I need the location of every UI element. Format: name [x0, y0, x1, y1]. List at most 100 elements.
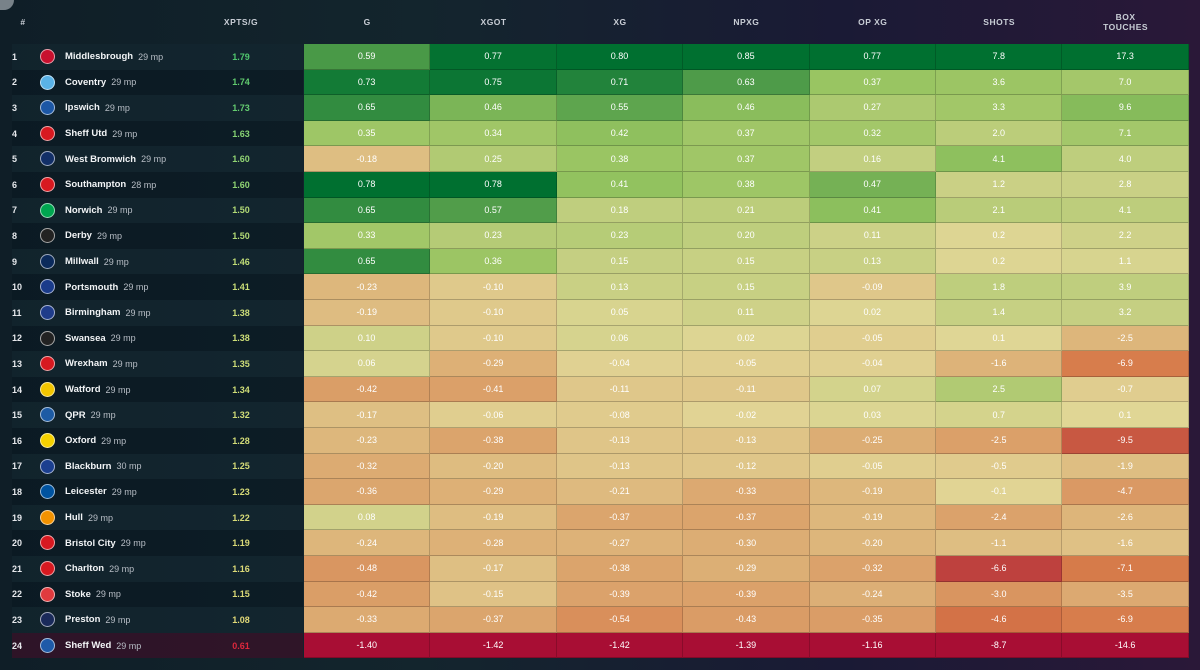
- heat-cell-g: 0.65: [304, 197, 431, 224]
- heat-cell-op-xg: -0.25: [809, 428, 936, 454]
- corner-decoration: [0, 0, 14, 10]
- team-name: Millwall 29 mp: [65, 249, 129, 275]
- heat-cell-op-xg: 0.47: [809, 172, 936, 198]
- column-header-op-xg: OP XG: [858, 17, 888, 27]
- table-row: 20 Bristol City 29 mp 1.19 -0.24 -0.28 -0.27 -0…: [0, 530, 1200, 556]
- xpts-value: 1.22: [232, 512, 250, 523]
- team-name: Swansea 29 mp: [65, 326, 136, 352]
- xpts-value: 1.34: [232, 384, 250, 395]
- team-crest-icon: [40, 484, 55, 500]
- matches-played: 28 mp: [131, 179, 157, 190]
- team-label: Blackburn: [65, 460, 112, 472]
- heat-cell-shots: 3.6: [936, 69, 1063, 96]
- column-header-xg: XG: [613, 17, 627, 27]
- xpts-value: 1.74: [232, 77, 250, 88]
- heat-cell-box-touches: 2.2: [1062, 223, 1189, 249]
- heat-cell-xg: 0.55: [556, 95, 684, 121]
- heat-cell-box-touches: -6.9: [1062, 607, 1189, 633]
- heat-cell-npxg: -0.29: [683, 556, 810, 582]
- row-background: [12, 453, 303, 480]
- heat-cell-npxg: -0.11: [683, 376, 810, 403]
- team-name: Derby 29 mp: [65, 223, 122, 249]
- team-crest-icon: [40, 586, 55, 602]
- heat-cell-box-touches: -1.9: [1062, 453, 1189, 480]
- heat-cell-xgot: -0.38: [430, 428, 557, 454]
- row-background: [12, 223, 303, 249]
- heat-cell-g: 0.35: [304, 120, 431, 147]
- heat-cell-xg: 0.13: [556, 274, 684, 300]
- heat-cell-xgot: -0.29: [430, 479, 557, 505]
- rank-cell: 8: [12, 230, 18, 241]
- heat-cell-xg: -0.08: [556, 402, 684, 428]
- heat-cell-npxg: 0.46: [683, 95, 810, 121]
- table-row: 23 Preston 29 mp 1.08 -0.33 -0.37 -0.54 -0.43 -0…: [0, 607, 1200, 633]
- heat-cell-g: -0.36: [304, 479, 431, 505]
- rank-header: #: [20, 17, 26, 27]
- xpts-value: 1.46: [232, 256, 250, 267]
- team-label: Stoke: [65, 588, 91, 600]
- heat-cell-op-xg: -0.09: [809, 274, 936, 300]
- heat-cell-xgot: 0.75: [430, 69, 557, 96]
- heat-cell-shots: 2.5: [936, 376, 1063, 403]
- team-name: Oxford 29 mp: [65, 428, 126, 454]
- rank-cell: 18: [12, 486, 23, 497]
- heat-cell-g: 0.33: [304, 223, 431, 249]
- heat-cell-shots: 0.2: [936, 223, 1063, 249]
- heat-cell-xg: -0.04: [556, 351, 684, 377]
- team-name: Sheff Utd 29 mp: [65, 121, 137, 147]
- xpts-value: 1.19: [232, 538, 250, 549]
- team-crest-icon: [40, 74, 55, 90]
- rank-cell: 14: [12, 384, 23, 395]
- heat-cell-xg: 0.42: [556, 120, 684, 147]
- heat-cell-npxg: 0.11: [683, 300, 810, 326]
- matches-played: 29 mp: [123, 282, 149, 293]
- heat-cell-g: 0.65: [304, 95, 431, 121]
- row-background: [12, 172, 303, 198]
- team-crest-icon: [40, 535, 55, 551]
- team-label: Southampton: [65, 179, 127, 191]
- heat-cell-xg: -0.13: [556, 453, 684, 480]
- table-row: 5 West Bromwich 29 mp 1.60 -0.18 0.25 0.38 0.37…: [0, 146, 1200, 172]
- heat-cell-npxg: -0.02: [683, 402, 810, 428]
- team-name: Middlesbrough 29 mp: [65, 44, 163, 70]
- table-row: 15 QPR 29 mp 1.32 -0.17 -0.06 -0.08 -0.02 0.03 0.…: [0, 402, 1200, 428]
- heat-cell-npxg: -0.33: [683, 479, 810, 505]
- team-crest-icon: [40, 637, 55, 653]
- table-row: 4 Sheff Utd 29 mp 1.63 0.35 0.34 0.42 0.37 0.32 2…: [0, 120, 1200, 147]
- heat-cell-g: 0.10: [304, 325, 431, 352]
- matches-played: 29 mp: [103, 256, 129, 267]
- rank-cell: 2: [12, 77, 18, 88]
- heat-cell-g: -0.48: [304, 556, 431, 582]
- heat-cell-xg: -0.37: [556, 504, 684, 531]
- heat-cell-box-touches: -2.5: [1062, 325, 1189, 352]
- row-background: [12, 504, 303, 531]
- heat-cell-op-xg: -1.16: [809, 632, 936, 659]
- team-name: QPR 29 mp: [65, 402, 116, 428]
- xpts-value: 1.60: [232, 179, 250, 190]
- heat-cell-op-xg: -0.19: [809, 504, 936, 531]
- heat-cell-xgot: 0.77: [430, 44, 557, 70]
- rank-cell: 23: [12, 614, 23, 625]
- row-background: [12, 44, 303, 70]
- heat-cell-g: 0.65: [304, 248, 431, 275]
- matches-played: 29 mp: [109, 563, 135, 574]
- team-name: Leicester 29 mp: [65, 479, 137, 505]
- team-crest-icon: [40, 330, 55, 346]
- row-background: [12, 428, 303, 454]
- team-crest-icon: [40, 49, 55, 64]
- rank-cell: 5: [12, 154, 18, 165]
- heat-cell-xg: -0.11: [556, 376, 684, 403]
- xpts-value: 1.15: [232, 589, 250, 600]
- heat-cell-box-touches: 4.1: [1062, 197, 1189, 224]
- heat-cell-g: -0.23: [304, 428, 431, 454]
- matches-played: 29 mp: [141, 154, 167, 165]
- team-label: Leicester: [65, 486, 107, 498]
- heat-cell-op-xg: -0.20: [809, 530, 936, 556]
- team-crest-icon: [40, 407, 55, 423]
- team-crest-icon: [40, 612, 55, 628]
- heat-cell-xgot: -0.28: [430, 530, 557, 556]
- heat-cell-g: -0.23: [304, 274, 431, 300]
- row-background: [12, 530, 303, 556]
- xpts-header: XPTS/G: [223, 17, 259, 27]
- team-label: Watford: [65, 384, 101, 396]
